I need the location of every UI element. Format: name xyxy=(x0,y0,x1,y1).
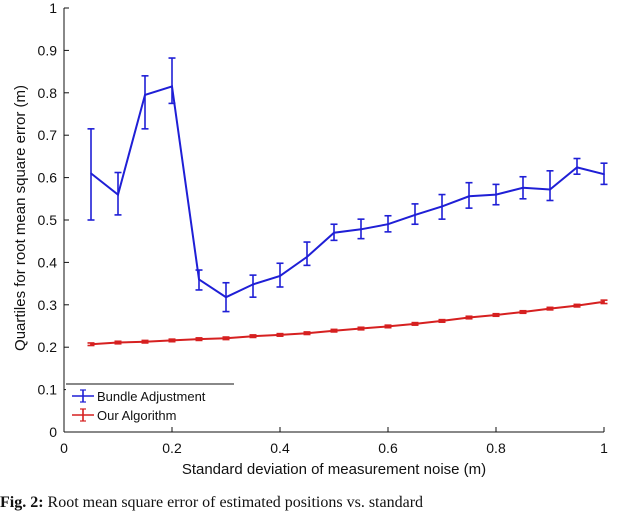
x-tick-label: 0.8 xyxy=(486,440,506,456)
series-line-our-algorithm xyxy=(90,300,605,346)
data-point-our-algorithm xyxy=(306,332,308,335)
legend-label-bundle-adjustment: Bundle Adjustment xyxy=(97,389,206,404)
legend-label-our-algorithm: Our Algorithm xyxy=(97,408,176,423)
data-point-our-algorithm xyxy=(117,341,119,344)
caption-lead: Fig. 2: xyxy=(0,494,44,511)
data-point-our-algorithm xyxy=(576,304,578,307)
y-tick-label: 0.9 xyxy=(38,42,58,58)
data-point-bundle-adjustment xyxy=(333,231,335,234)
data-point-bundle-adjustment xyxy=(549,188,551,191)
data-point-our-algorithm xyxy=(90,343,92,346)
data-point-bundle-adjustment xyxy=(441,205,443,208)
data-point-our-algorithm xyxy=(522,311,524,313)
data-point-our-algorithm xyxy=(414,323,416,325)
data-point-bundle-adjustment xyxy=(468,195,470,198)
y-tick-label: 0.1 xyxy=(38,382,58,398)
data-point-bundle-adjustment xyxy=(144,94,146,96)
data-point-bundle-adjustment xyxy=(198,278,200,281)
x-tick-label: 0 xyxy=(60,440,68,456)
data-point-our-algorithm xyxy=(387,325,389,328)
y-axis-label: Quartiles for root mean square error (m) xyxy=(12,85,29,351)
x-tick-label: 0.6 xyxy=(378,440,398,456)
plot-area xyxy=(87,57,608,347)
data-point-our-algorithm xyxy=(468,316,470,319)
y-tick-label: 0.4 xyxy=(38,254,58,270)
data-point-our-algorithm xyxy=(495,314,497,316)
data-point-our-algorithm xyxy=(333,329,335,332)
caption-text: Root mean square error of estimated posi… xyxy=(43,494,424,511)
data-point-bundle-adjustment xyxy=(522,186,524,189)
data-point-our-algorithm xyxy=(549,307,551,310)
x-tick-label: 0.2 xyxy=(162,440,182,456)
data-point-bundle-adjustment xyxy=(387,223,389,226)
axes: 0 0.1 0.2 0.3 0.4 0.5 0.6 0.7 0.8 0.9 1 0 0.2 0.4 0.6 0… xyxy=(38,0,609,456)
data-point-bundle-adjustment xyxy=(306,256,308,258)
legend-box xyxy=(66,382,234,424)
y-tick-label: 0.3 xyxy=(38,297,58,313)
figure-caption: Fig. 2: Root mean square error of estima… xyxy=(0,494,640,512)
data-point-bundle-adjustment xyxy=(171,85,173,88)
data-point-our-algorithm xyxy=(603,301,605,303)
data-point-bundle-adjustment xyxy=(90,172,92,175)
data-point-bundle-adjustment xyxy=(414,214,416,216)
data-point-bundle-adjustment xyxy=(603,173,605,176)
y-tick-label: 0.8 xyxy=(38,85,58,101)
data-point-bundle-adjustment xyxy=(495,193,497,196)
data-point-bundle-adjustment xyxy=(252,283,254,286)
y-tick-label: 0.7 xyxy=(38,127,58,143)
y-tick-label: 0.6 xyxy=(38,170,58,186)
data-point-our-algorithm xyxy=(441,320,443,322)
data-point-our-algorithm xyxy=(171,339,173,342)
y-tick-label: 1 xyxy=(49,0,57,16)
data-point-bundle-adjustment xyxy=(360,228,362,231)
chart: 0 0.1 0.2 0.3 0.4 0.5 0.6 0.7 0.8 0.9 1 0 0.2 0.4 0.6 0… xyxy=(12,0,609,478)
data-point-our-algorithm xyxy=(252,335,254,337)
data-point-our-algorithm xyxy=(144,340,146,343)
series-line-bundle-adjustment xyxy=(90,85,605,299)
data-point-our-algorithm xyxy=(279,334,281,336)
data-point-our-algorithm xyxy=(198,338,200,340)
legend: Bundle Adjustment Our Algorithm xyxy=(66,382,234,424)
data-point-bundle-adjustment xyxy=(576,166,578,169)
data-point-bundle-adjustment xyxy=(279,275,281,277)
data-point-bundle-adjustment xyxy=(225,296,227,298)
y-tick-label: 0 xyxy=(49,424,57,440)
y-tick-label: 0.2 xyxy=(38,339,58,355)
x-axis-label: Standard deviation of measurement noise … xyxy=(182,461,486,478)
data-point-our-algorithm xyxy=(225,337,227,340)
x-tick-label: 0.4 xyxy=(270,440,290,456)
x-tick-label: 1 xyxy=(600,440,608,456)
data-point-bundle-adjustment xyxy=(117,193,119,196)
data-point-our-algorithm xyxy=(360,327,362,330)
y-tick-label: 0.5 xyxy=(38,212,58,228)
